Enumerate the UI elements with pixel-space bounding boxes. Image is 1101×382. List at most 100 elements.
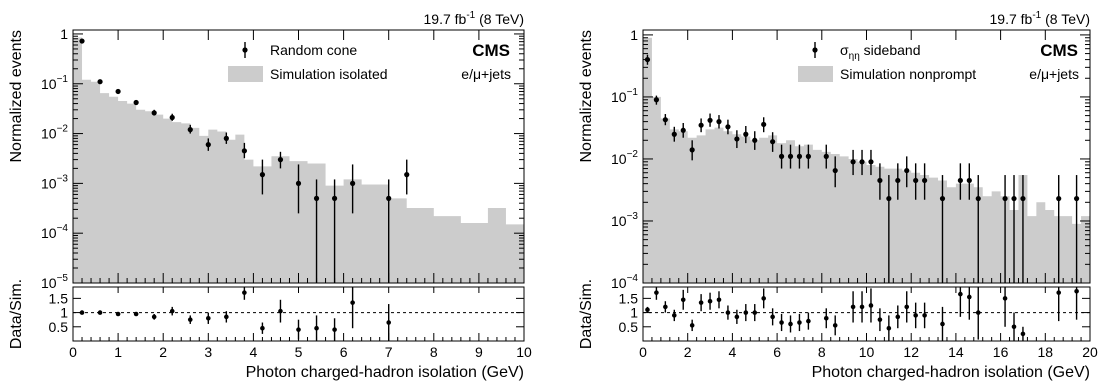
data-point (115, 88, 121, 95)
y-tick-base: 10 (41, 275, 57, 291)
x-tick-label: 7 (385, 344, 393, 360)
y-tick-label: 1 (630, 27, 638, 43)
data-point (707, 117, 713, 123)
ratio-point (654, 290, 659, 295)
data-point (133, 99, 139, 106)
x-tick-label: 2 (684, 344, 692, 360)
data-point (770, 139, 776, 145)
legend-data-symbol: σ (840, 42, 849, 58)
ratio-point (752, 310, 758, 315)
y-tick-label: 10−2 (41, 124, 68, 142)
y-tick-exponent: −3 (627, 211, 639, 222)
data-point (151, 110, 157, 116)
data-point (859, 159, 865, 165)
ratio-point (671, 313, 677, 318)
ratio-point (806, 318, 811, 324)
ratio-point (823, 315, 829, 321)
ratio-axis-title: Data/Sim. (578, 279, 595, 349)
x-tick-label: 1 (114, 344, 122, 360)
data-point (386, 195, 392, 201)
x-axis-title: Photon charged-hadron isolation (GeV) (812, 364, 1090, 381)
ratio-point (1056, 290, 1062, 295)
y-tick-base: 10 (41, 76, 57, 92)
left-panel-random-cone: 19.7 fb-1 (8 TeV)110−110−210−310−410−5No… (8, 10, 532, 381)
ratio-point (716, 297, 722, 303)
ratio-point (645, 307, 650, 313)
ratio-tick-label: 1 (60, 305, 68, 321)
data-point (1011, 195, 1017, 202)
x-tick-label: 8 (430, 344, 438, 360)
data-point (680, 127, 686, 133)
legend-data-label: Random cone (270, 42, 357, 58)
data-point (277, 157, 284, 163)
ratio-point (886, 325, 892, 331)
ratio-point (350, 300, 355, 305)
data-point (1002, 195, 1008, 202)
x-tick-label: 14 (948, 344, 964, 360)
ratio-point (314, 325, 319, 331)
data-point (1073, 195, 1080, 202)
y-tick-label: 10−3 (41, 173, 68, 191)
data-point (1020, 195, 1026, 202)
data-point (886, 195, 892, 202)
data-point (350, 180, 356, 186)
y-tick-base: 10 (611, 275, 627, 291)
legend-data-label: σηη sideband (840, 42, 920, 62)
ratio-point (1020, 331, 1026, 337)
ratio-point (868, 303, 874, 308)
ratio-tick-label: 0.5 (49, 319, 69, 335)
x-tick-label: 9 (475, 344, 483, 360)
y-tick-label: 10−4 (41, 223, 68, 241)
y-tick-label: 10−2 (611, 149, 638, 167)
ratio-point (975, 310, 981, 315)
data-point (97, 79, 103, 85)
ratio-point (680, 297, 686, 303)
lumi-label: 19.7 fb-1 (8 TeV) (990, 10, 1091, 27)
data-point (404, 172, 410, 178)
y-tick-exponent: −3 (57, 173, 69, 184)
legend-data-marker (242, 47, 248, 53)
ratio-point (133, 311, 139, 317)
lumi-value: 19.7 fb (990, 11, 1033, 27)
data-point (313, 195, 320, 201)
data-point (805, 153, 811, 159)
x-tick-label: 16 (993, 344, 1009, 360)
ratio-point (260, 325, 265, 331)
y-tick-base: 10 (611, 151, 627, 167)
data-point (975, 195, 981, 202)
data-point (832, 167, 838, 174)
data-point (939, 195, 946, 202)
data-point (904, 167, 910, 174)
ratio-point (940, 321, 945, 327)
ratio-point (698, 300, 704, 305)
ratio-point (832, 323, 838, 328)
ratio-point (743, 310, 749, 315)
channel-label: e/μ+jets (461, 66, 511, 82)
data-point (79, 38, 85, 44)
ratio-point (770, 314, 775, 320)
data-point (662, 117, 668, 123)
data-point (895, 177, 901, 184)
lumi-value: 19.7 fb (424, 11, 467, 27)
x-tick-label: 10 (859, 344, 875, 360)
lumi-label: 19.7 fb-1 (8 TeV) (424, 10, 525, 27)
data-point (922, 177, 928, 184)
data-point (734, 136, 740, 142)
ratio-point (115, 311, 121, 317)
ratio-point (278, 308, 283, 314)
x-tick-label: 5 (295, 344, 303, 360)
data-point (671, 131, 677, 137)
ratio-point (788, 321, 793, 327)
ratio-axis-title: Data/Sim. (8, 279, 25, 349)
ratio-point (707, 298, 713, 304)
y-tick-base: 10 (41, 175, 57, 191)
cms-label: CMS (472, 41, 510, 60)
data-point (187, 127, 193, 133)
x-tick-label: 20 (1082, 344, 1098, 360)
y-tick-exponent: −1 (627, 87, 639, 98)
legend-data-marker (812, 47, 818, 53)
y-tick-exponent: −2 (627, 149, 639, 160)
ratio-tick-label: 1.5 (49, 290, 69, 306)
ratio-point (922, 313, 927, 318)
